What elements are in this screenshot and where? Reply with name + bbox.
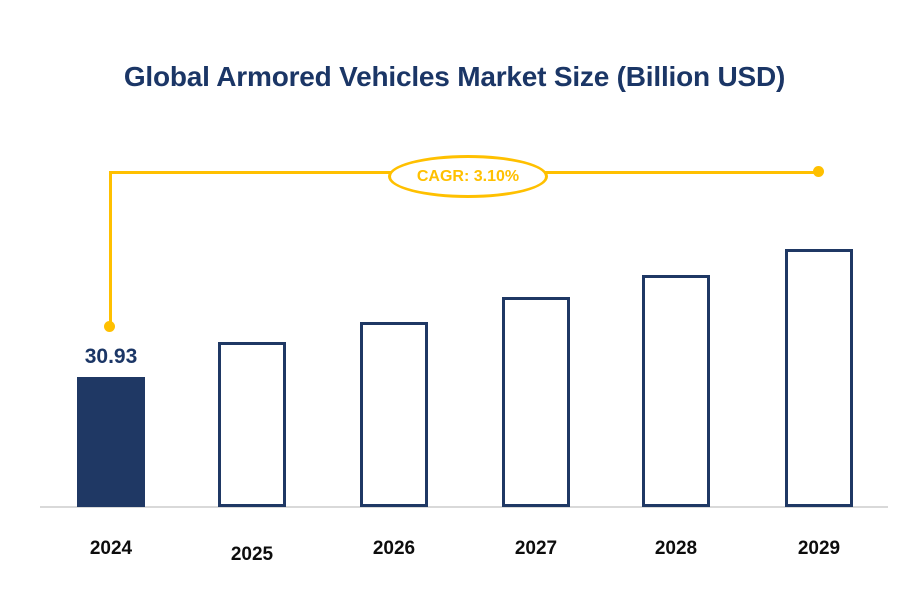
bar-2029 <box>785 249 853 507</box>
cagr-badge: CAGR: 3.10% <box>388 155 548 198</box>
cagr-connector-vertical <box>109 171 112 322</box>
cagr-connector-dot-right <box>813 166 824 177</box>
x-tick-label-2024: 2024 <box>89 538 133 559</box>
x-tick-label-2025: 2025 <box>230 544 274 565</box>
x-tick-label-2028: 2028 <box>654 538 698 559</box>
cagr-label: CAGR: 3.10% <box>416 167 520 185</box>
bar-2026 <box>360 322 428 507</box>
bar-2028 <box>642 275 710 507</box>
bar-2025 <box>218 342 286 507</box>
cagr-connector-dot-left <box>104 321 115 332</box>
x-axis-line <box>40 506 888 508</box>
bar-2027 <box>502 297 570 507</box>
bar-2024 <box>77 377 145 507</box>
x-tick-label-2029: 2029 <box>797 538 841 559</box>
data-label-2024: 30.93 <box>84 345 138 368</box>
x-tick-label-2026: 2026 <box>372 538 416 559</box>
chart-title: Global Armored Vehicles Market Size (Bil… <box>123 61 786 92</box>
x-tick-label-2027: 2027 <box>514 538 558 559</box>
